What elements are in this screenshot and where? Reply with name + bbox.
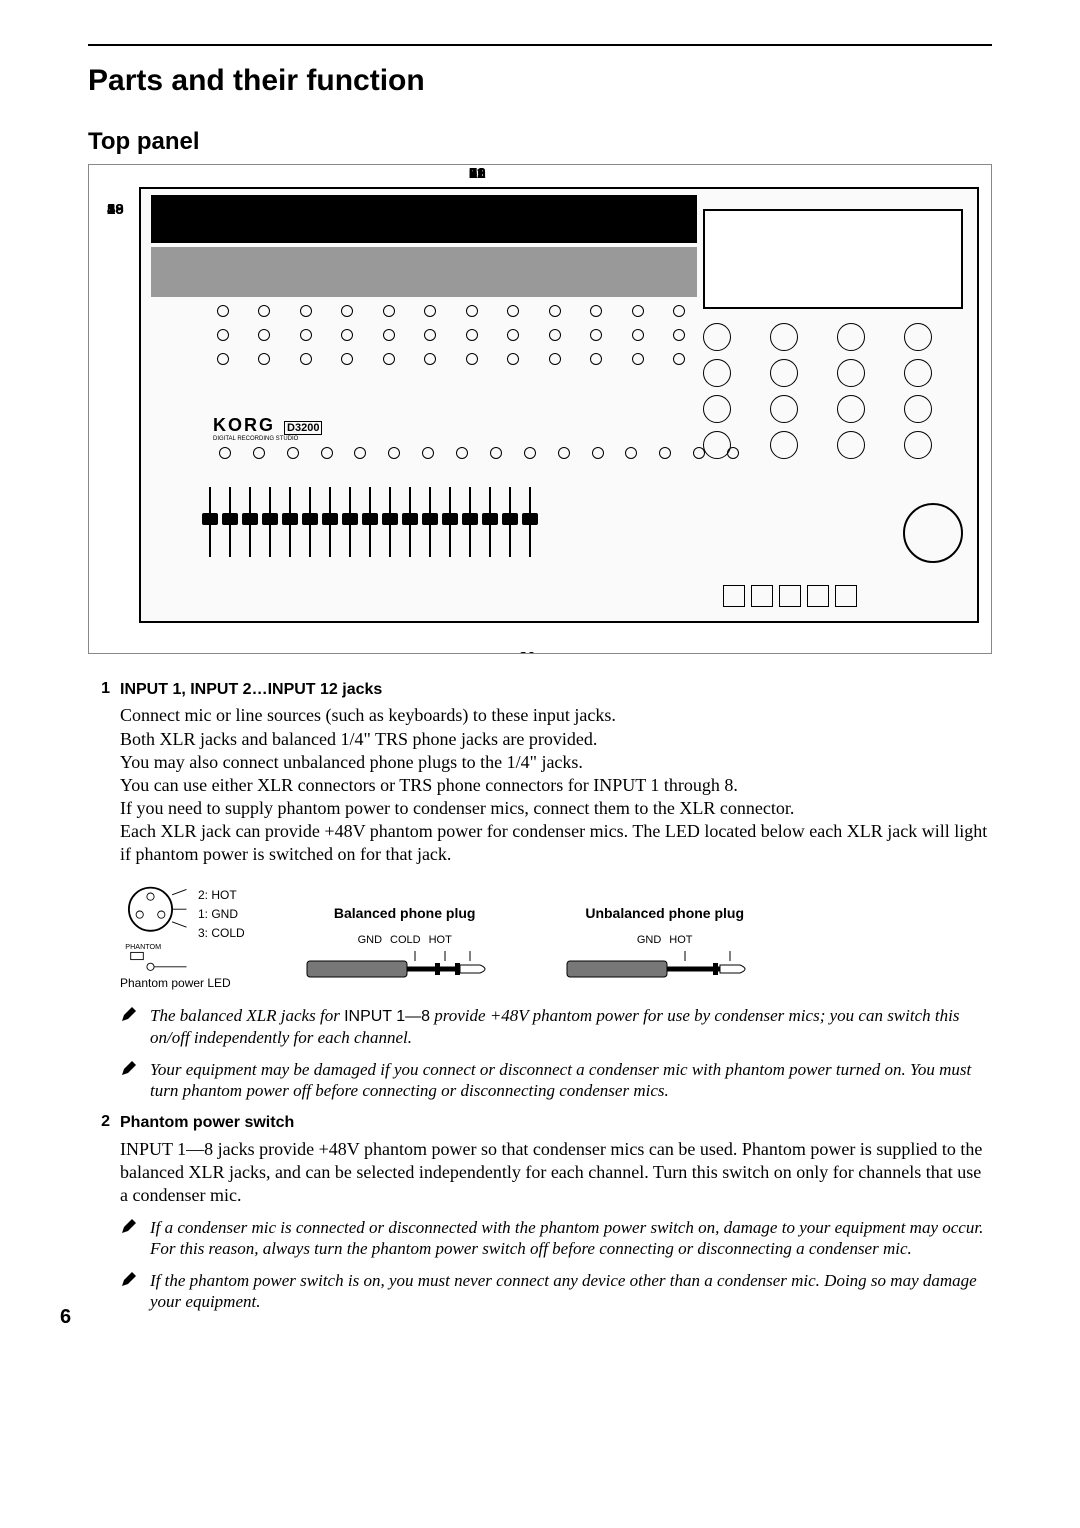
plug-diagram: PHANTOM 2: HOT 1: GND 3: COLD Phantom po…: [120, 884, 992, 991]
xlr-pin-1-label: 1: GND: [198, 907, 245, 922]
note: If a condenser mic is connected or disco…: [120, 1217, 992, 1260]
model-label: D3200: [284, 421, 322, 435]
xlr-connector-icon: PHANTOM: [120, 884, 190, 974]
item-1-para: You can use either XLR connectors or TRS…: [120, 774, 992, 797]
item-1-para: You may also connect unbalanced phone pl…: [120, 751, 992, 774]
item-2-title: Phantom power switch: [120, 1113, 992, 1133]
note-text-prefix: The balanced XLR jacks for: [150, 1006, 344, 1025]
callout-left: 19: [107, 201, 124, 218]
balanced-plug-icon: [305, 951, 505, 987]
item-2: 2 Phantom power switch INPUT 1—8 jacks p…: [88, 1113, 992, 1312]
item-2-number: 2: [88, 1113, 110, 1312]
callout-bottom: 21: [519, 649, 536, 654]
note-text: Your equipment may be damaged if you con…: [150, 1059, 992, 1102]
item-1-title: INPUT 1, INPUT 2…INPUT 12 jacks: [120, 680, 992, 700]
page-title: Parts and their function: [88, 64, 992, 98]
note-text: If the phantom power switch is on, you m…: [150, 1270, 992, 1313]
item-1-para: Connect mic or line sources (such as key…: [120, 704, 992, 727]
note: If the phantom power switch is on, you m…: [120, 1270, 992, 1313]
item-2-para: INPUT 1—8 jacks provide +48V phantom pow…: [120, 1138, 992, 1207]
item-1: 1 INPUT 1, INPUT 2…INPUT 12 jacks Connec…: [88, 680, 992, 1101]
callout-top: 23: [469, 165, 486, 182]
unbalanced-gnd-label: GND: [637, 933, 661, 947]
item-1-number: 1: [88, 680, 110, 1101]
unbalanced-plug-icon: [565, 951, 765, 987]
xlr-pin-2-label: 2: HOT: [198, 888, 245, 903]
warning-pencil-icon: [120, 1005, 140, 1049]
note-text: If a condenser mic is connected or disco…: [150, 1217, 992, 1260]
xlr-pin-3-label: 3: COLD: [198, 926, 245, 941]
balanced-hot-label: HOT: [429, 933, 452, 947]
item-1-para: Both XLR jacks and balanced 1/4" TRS pho…: [120, 728, 992, 751]
model-sub-label: DIGITAL RECORDING STUDIO: [213, 436, 322, 442]
balanced-cold-label: COLD: [390, 933, 421, 947]
note-text-upright: INPUT 1—8: [344, 1008, 430, 1025]
warning-pencil-icon: [120, 1270, 140, 1313]
top-rule: [88, 44, 992, 46]
unbalanced-hot-label: HOT: [669, 933, 692, 947]
page-number: 6: [60, 1306, 71, 1329]
balanced-plug-title: Balanced phone plug: [305, 905, 505, 923]
note: The balanced XLR jacks for INPUT 1—8 pro…: [120, 1005, 992, 1049]
note: Your equipment may be damaged if you con…: [120, 1059, 992, 1102]
balanced-gnd-label: GND: [358, 933, 382, 947]
svg-text:PHANTOM: PHANTOM: [125, 941, 161, 950]
phantom-led-label: Phantom power LED: [120, 976, 245, 991]
section-title-top-panel: Top panel: [88, 128, 992, 156]
warning-pencil-icon: [120, 1217, 140, 1260]
brand-label: KORG: [213, 415, 275, 435]
warning-pencil-icon: [120, 1059, 140, 1102]
item-1-para: Each XLR jack can provide +48V phantom p…: [120, 820, 992, 866]
item-1-para: If you need to supply phantom power to c…: [120, 797, 992, 820]
unbalanced-plug-title: Unbalanced phone plug: [565, 905, 765, 923]
top-panel-diagram: 6 7 8 9 10 11 12 22 23 1 2 3 4 5 18 19 1…: [88, 164, 992, 654]
